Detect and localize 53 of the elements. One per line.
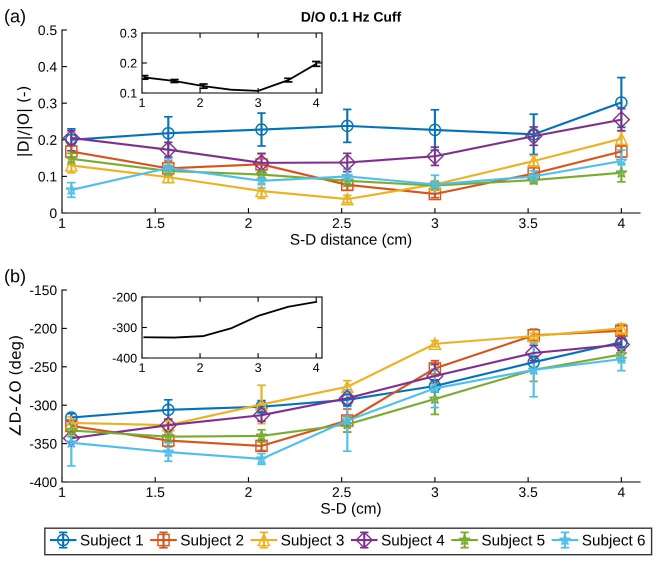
y-tick-label: -200 bbox=[112, 292, 137, 302]
legend-label: Subject 6 bbox=[582, 534, 645, 549]
x-tick-label: 3 bbox=[255, 98, 262, 108]
y-tick-label: 0.1 bbox=[38, 172, 56, 182]
legend-label: Subject 1 bbox=[80, 534, 143, 549]
y-tick-label: -200 bbox=[30, 324, 57, 334]
x-tick-label: 1.5 bbox=[146, 218, 164, 228]
x-tick-label: 4 bbox=[618, 487, 625, 497]
legend-label: Subject 4 bbox=[382, 534, 444, 549]
y-tick-label: -400 bbox=[30, 477, 57, 488]
x-tick-label: 3 bbox=[432, 218, 438, 228]
x-tick-label: 2 bbox=[197, 363, 203, 372]
text: (b) bbox=[5, 269, 25, 286]
y-tick-label: -300 bbox=[112, 323, 137, 332]
y-tick-label: -350 bbox=[30, 438, 57, 449]
legend-label: Subject 5 bbox=[482, 534, 544, 549]
x-tick-label: 1 bbox=[139, 98, 145, 107]
y-tick-label: -300 bbox=[30, 400, 57, 410]
y-tick-label: 0.5 bbox=[38, 25, 57, 36]
chart-title: D/O 0.1 Hz Cuff bbox=[302, 12, 402, 22]
x-axis-title: S-D distance (cm) bbox=[290, 234, 412, 248]
x-tick-label: 2 bbox=[197, 98, 203, 107]
y-tick-label: 0.2 bbox=[120, 58, 137, 68]
x-tick-label: 2 bbox=[245, 218, 252, 228]
x-tick-label: 3 bbox=[432, 487, 438, 498]
legend-label: Subject 3 bbox=[281, 534, 344, 549]
x-axis-title: S-D (cm) bbox=[321, 502, 381, 517]
x-tick-label: 1 bbox=[139, 363, 145, 372]
y-axis-title: ∠D-∠O (deg) bbox=[9, 336, 24, 436]
y-tick-label: 0.1 bbox=[120, 88, 137, 98]
x-tick-label: 2.5 bbox=[332, 218, 351, 228]
x-tick-label: 3.5 bbox=[519, 487, 538, 498]
y-tick-label: -400 bbox=[112, 354, 137, 363]
legend-label: Subject 2 bbox=[181, 534, 244, 549]
x-tick-label: 4 bbox=[618, 218, 625, 228]
x-tick-label: 3.5 bbox=[519, 218, 538, 228]
y-tick-label: -250 bbox=[30, 362, 57, 372]
x-tick-label: 4 bbox=[313, 98, 320, 107]
y-tick-label: 0 bbox=[50, 208, 57, 218]
y-tick-label: 0.4 bbox=[38, 62, 57, 72]
y-axis-title: |D|/|O| (-) bbox=[17, 86, 32, 156]
x-tick-label: 4 bbox=[313, 363, 320, 372]
y-tick-label: 0.3 bbox=[120, 28, 137, 38]
y-tick-label: 0.3 bbox=[38, 98, 57, 108]
x-tick-label: 3 bbox=[255, 363, 262, 372]
y-tick-label: -150 bbox=[30, 285, 57, 296]
x-tick-label: 1.5 bbox=[146, 487, 164, 498]
x-tick-label: 1 bbox=[59, 218, 66, 228]
x-tick-label: 1 bbox=[59, 487, 66, 497]
text: (a) bbox=[5, 9, 25, 26]
x-tick-label: 2.5 bbox=[332, 487, 351, 498]
y-tick-label: 0.2 bbox=[38, 135, 56, 145]
x-tick-label: 2 bbox=[245, 487, 252, 497]
